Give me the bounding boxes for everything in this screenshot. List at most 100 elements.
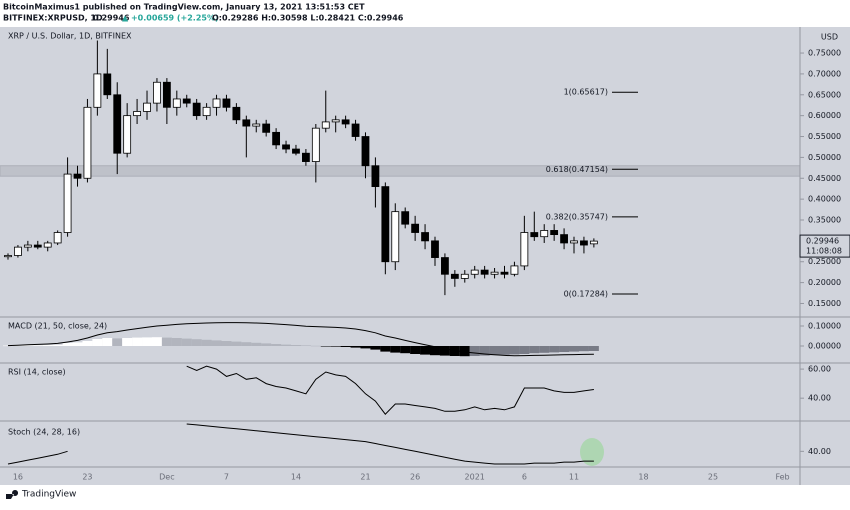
histogram-bar [22,345,33,346]
candle-body [182,98,191,104]
fib-label: 0(0.17284) [564,289,608,298]
x-tick-label: 14 [291,473,301,482]
histogram-bar [529,346,540,354]
histogram-bar [549,346,560,353]
candle-body [43,242,52,248]
histogram-bar [439,346,450,356]
candle-body [530,232,539,238]
resistance-zone [0,165,801,177]
y-tick-label: 60.00 [808,365,831,374]
candle-body [391,211,400,263]
change: ▲ +0.00659 (+2.25%) [122,14,219,23]
y-tick-label: 0.10000 [808,322,841,331]
candle-body [252,123,261,127]
y-tick-label: 0.70000 [808,69,841,78]
candle-body [153,81,161,104]
price: 0.29946 [93,14,130,23]
candle-body [113,94,122,154]
histogram-bar [290,345,301,346]
candle-body [73,173,82,179]
y-tick-label: 0.25000 [808,257,841,266]
logo [6,490,19,499]
histogram-bar [370,346,381,350]
candle-body [242,119,251,127]
histogram-bar [400,346,411,354]
x-tick-label: 16 [13,473,23,482]
footer-brand: TradingView [21,490,76,500]
histogram-bar [241,342,252,346]
histogram-bar [499,346,510,355]
candle-body [341,119,350,125]
histogram-bar [380,346,391,352]
candle-body [441,257,449,275]
candle-body [262,123,271,133]
candle-body [371,165,380,188]
candle-body [103,73,112,96]
candle-body [143,102,151,112]
histogram-bar [410,346,421,354]
candle-body [550,230,559,236]
fib-label: 0.382(0.35747) [546,212,608,221]
y-tick-label: 0.60000 [808,111,841,120]
candle-body [460,273,469,279]
y-tick-label: 40.00 [808,394,831,403]
y-tick-label: 0.55000 [808,132,841,141]
candle-body [560,234,568,244]
candle-body [450,273,459,279]
candle-body [480,269,489,275]
x-tick-label: 23 [82,473,92,482]
y-tick-label: 0.15000 [808,299,841,308]
histogram-bar [310,345,321,347]
indicator-line [7,423,594,465]
candle-body [282,144,290,150]
y-tick-label: 0.35000 [808,216,841,225]
histogram-bar [112,338,123,346]
candle-body [431,240,439,258]
candle-body [172,98,181,108]
histogram-bar [449,346,460,356]
y-tick-label: 0.75000 [808,49,841,58]
histogram-bar [221,341,232,346]
x-tick-label: 25 [708,473,718,482]
y-tick-label: 40.00 [808,447,831,456]
x-tick-label: 2021 [465,473,485,482]
histogram-bar [151,337,162,346]
candle-body [570,240,578,244]
countdown: 11:08:08 [806,247,842,256]
histogram-bar [161,337,172,346]
histogram-bar [420,346,431,355]
candle-body [33,244,42,248]
candle-body [500,271,509,275]
fib-label: 1(0.65617) [564,88,608,97]
histogram-bar [62,343,73,346]
histogram-bar [539,346,550,353]
histogram-bar [211,340,222,346]
histogram-bar [519,346,530,354]
candle-body [162,81,171,108]
histogram-bar [281,344,292,346]
candle-body [520,232,529,267]
histogram-bar [12,345,23,346]
histogram-bar [32,345,43,346]
x-tick-label: 26 [410,473,420,482]
x-tick-label: Feb [775,473,789,482]
histogram-bar [479,346,490,356]
candle-body [311,127,320,162]
histogram-bar [469,346,480,356]
candle-body [589,240,598,245]
candle-body [510,265,519,275]
histogram-bar [320,346,331,347]
candle-body [133,111,141,117]
histogram-bar [201,339,212,346]
histogram-bar [171,338,182,346]
histogram-bar [72,342,83,346]
candle-body [540,230,549,238]
fib-label: 0.618(0.47154) [546,165,608,174]
histogram-bar [559,346,570,352]
y-unit: USD [821,33,838,42]
candle-body [351,123,360,137]
histogram-bar [588,346,599,351]
candle-body [212,98,221,108]
candle-body [123,115,132,154]
